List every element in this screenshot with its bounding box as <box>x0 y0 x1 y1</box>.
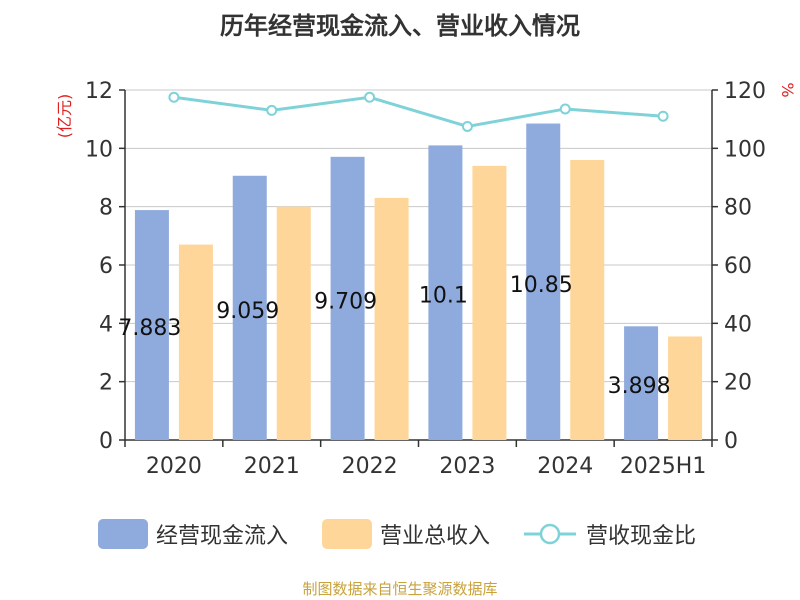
right-axis-tick-label: 60 <box>724 254 752 279</box>
bar-cash-inflow <box>232 175 267 440</box>
line-ratio-point <box>559 103 571 115</box>
legend-line-ratio-icon <box>524 523 576 545</box>
legend-label-revenue: 营业总收入 <box>380 524 491 549</box>
bar-cash-inflow <box>624 326 659 440</box>
bar-cash-inflow-data-label: 9.709 <box>314 289 377 314</box>
right-axis-tick-label: 0 <box>724 429 738 454</box>
x-axis-tick-label: 2020 <box>146 454 202 479</box>
left-axis-tick-label: 8 <box>99 196 113 221</box>
line-ratio-point <box>168 91 180 103</box>
bar-revenue <box>668 336 703 440</box>
legend-swatch-cash <box>98 519 148 549</box>
line-ratio-point <box>364 91 376 103</box>
bar-cash-inflow-data-label: 9.059 <box>216 299 279 324</box>
bar-cash-inflow <box>526 123 561 441</box>
legend-swatch-revenue <box>322 519 372 549</box>
bar-revenue <box>178 244 213 440</box>
bar-cash-inflow-data-label: 3.898 <box>608 374 671 399</box>
x-axis-tick-label: 2021 <box>244 454 300 479</box>
bar-cash-inflow-data-label: 10.1 <box>419 284 468 309</box>
line-ratio-series <box>173 95 664 128</box>
right-axis-tick-label: 40 <box>724 312 752 337</box>
legend-item-revenue[interactable]: 营业总收入 <box>322 516 490 552</box>
x-axis-tick-label: 2022 <box>342 454 398 479</box>
left-axis-tick-label: 12 <box>85 79 113 104</box>
x-axis-tick-label: 2024 <box>537 454 593 479</box>
x-axis-tick-label: 2025H1 <box>620 454 707 479</box>
bar-cash-inflow <box>134 210 169 440</box>
bar-revenue <box>276 206 311 440</box>
bar-cash-inflow <box>330 156 365 440</box>
bar-cash-inflow-data-label: 10.85 <box>510 273 573 298</box>
legend-label-cash: 经营现金流入 <box>156 524 289 549</box>
left-axis-unit-label: (亿元) <box>55 94 74 139</box>
source-note: 制图数据来自恒生聚源数据库 <box>302 580 498 598</box>
bar-revenue <box>570 160 605 440</box>
bar-cash-inflow-data-label: 7.883 <box>118 316 181 341</box>
line-ratio-point <box>461 120 473 132</box>
bar-cash-inflow <box>428 145 463 440</box>
left-axis-tick-label: 10 <box>85 137 113 162</box>
right-axis-tick-label: 20 <box>724 371 752 396</box>
chart-title: 历年经营现金流入、营业收入情况 <box>220 12 580 40</box>
right-axis-tick-label: 100 <box>724 137 766 162</box>
legend-item-cash-inflow[interactable]: 经营现金流入 <box>98 516 288 552</box>
left-axis-tick-label: 2 <box>99 371 113 396</box>
left-axis-tick-label: 6 <box>99 254 113 279</box>
bar-revenue <box>374 197 409 440</box>
legend-item-ratio[interactable]: 营收现金比 <box>522 516 696 552</box>
x-axis-tick-label: 2023 <box>439 454 495 479</box>
right-axis-unit-label: % <box>778 82 797 97</box>
line-ratio-point <box>266 104 278 116</box>
left-axis-tick-label: 0 <box>99 429 113 454</box>
legend-line-ratio-marker <box>539 523 561 545</box>
line-ratio-point <box>657 110 669 122</box>
legend-label-ratio: 营收现金比 <box>586 524 697 549</box>
bar-revenue <box>472 165 507 441</box>
left-axis-tick-label: 4 <box>99 312 113 337</box>
right-axis-tick-label: 80 <box>724 196 752 221</box>
right-axis-tick-label: 120 <box>724 79 766 104</box>
